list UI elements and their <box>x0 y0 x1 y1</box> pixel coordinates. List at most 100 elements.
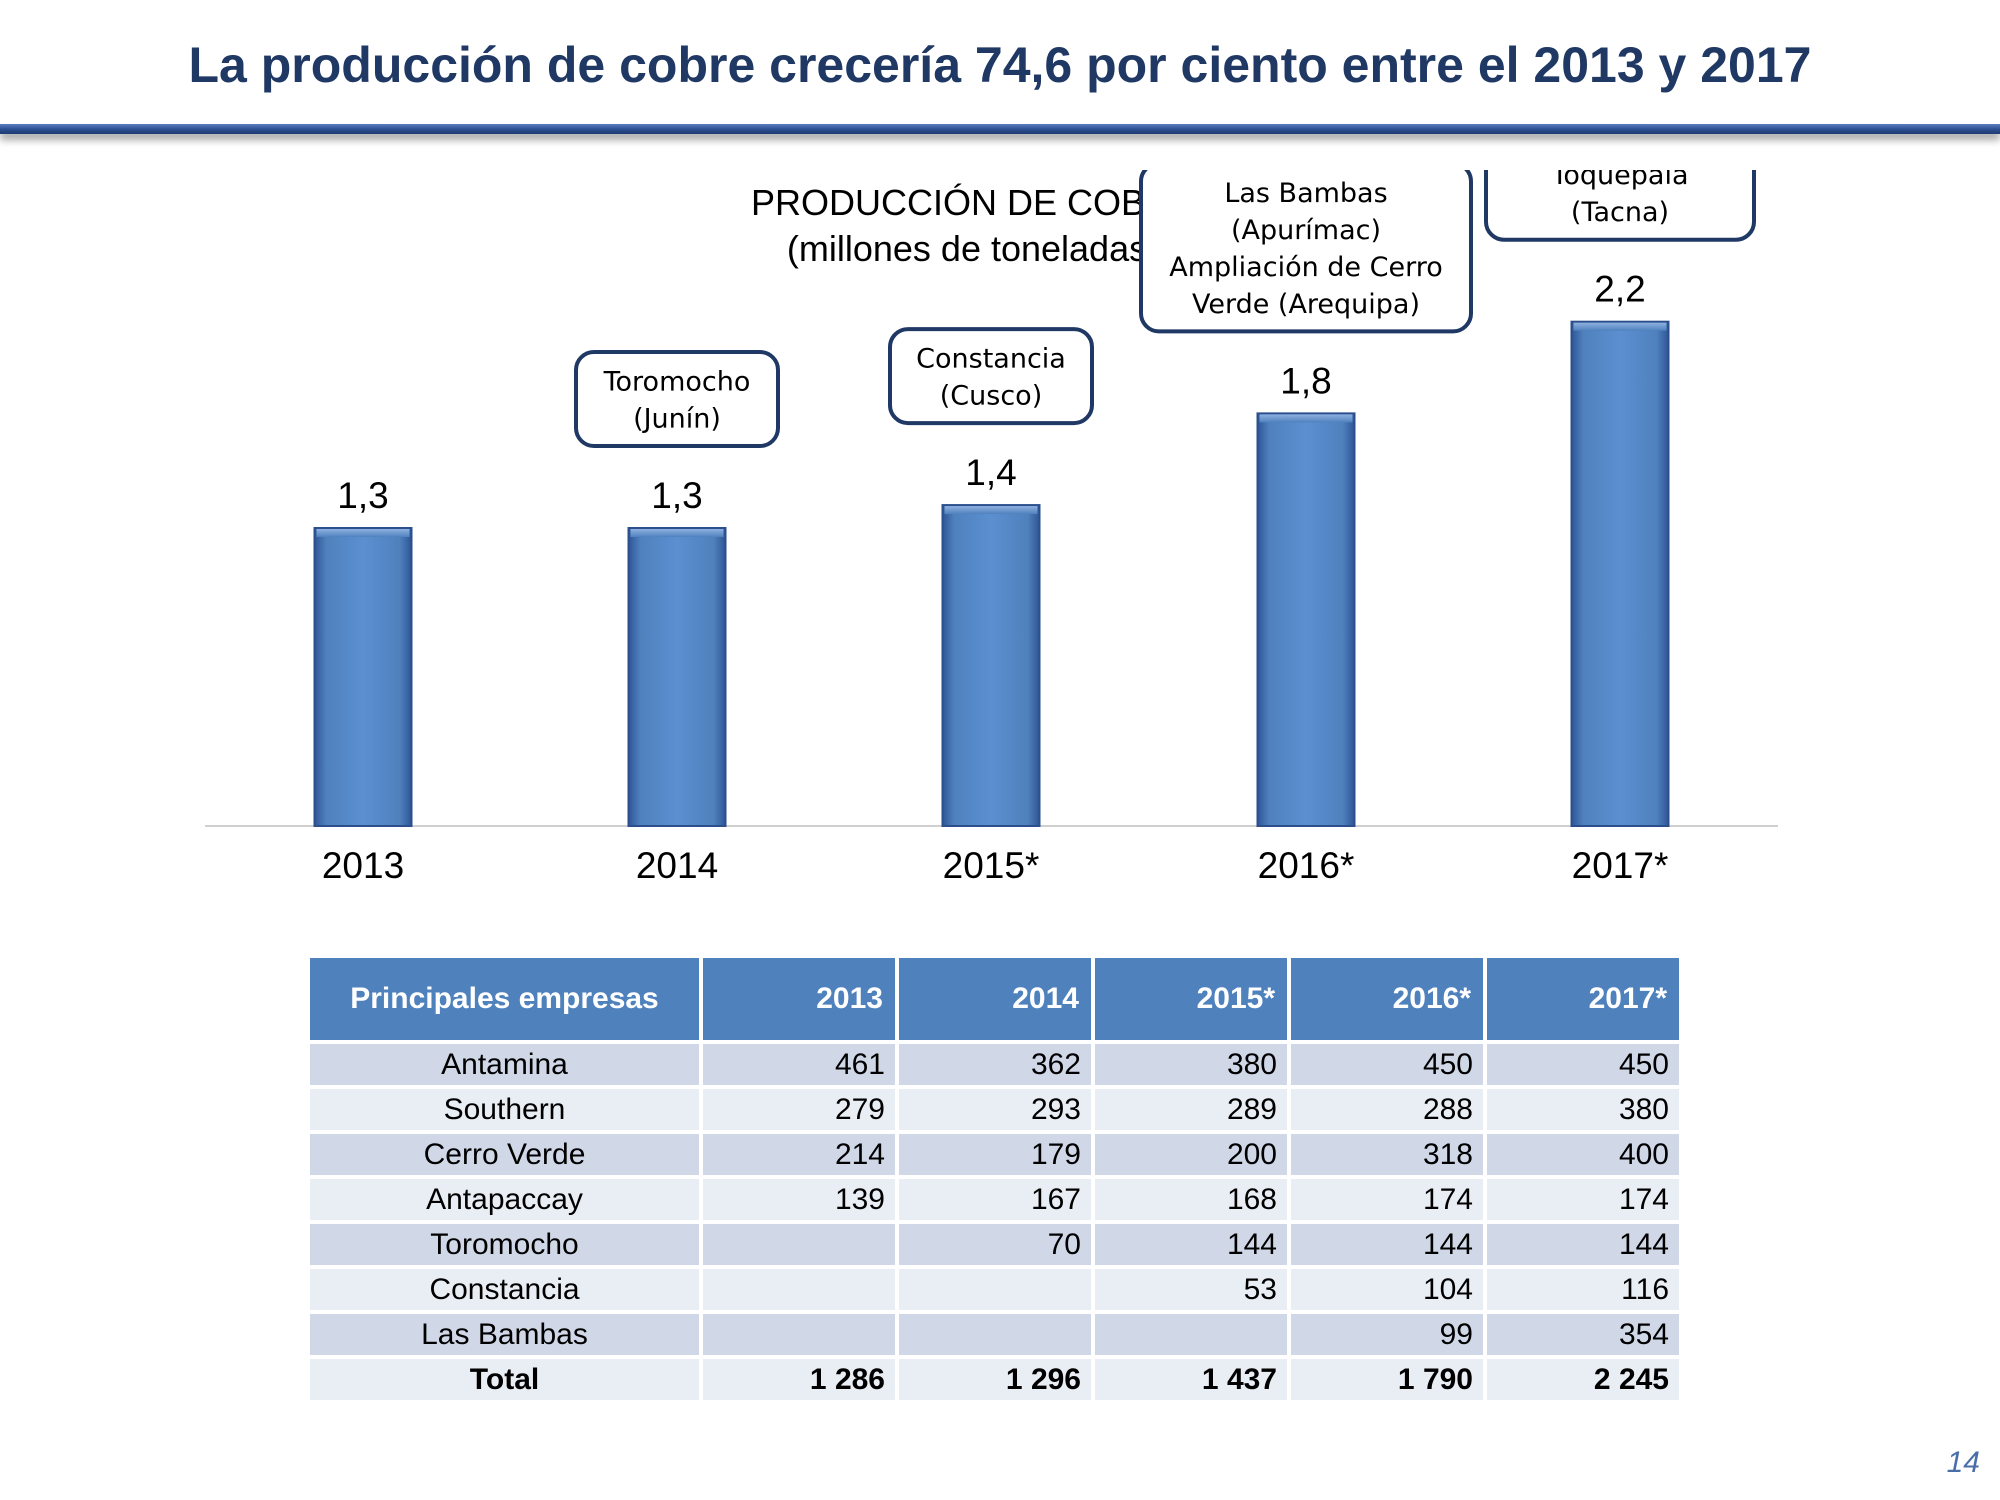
callout-text: Las Bambas <box>1224 178 1387 209</box>
bar-highlight <box>630 529 724 537</box>
callout-box <box>1139 170 1473 334</box>
value-cell <box>703 1314 895 1355</box>
value-cell: 318 <box>1291 1134 1483 1175</box>
bar-highlight <box>1573 322 1667 331</box>
value-cell <box>1095 1314 1287 1355</box>
company-cell: Total <box>310 1359 699 1400</box>
page-number: 14 <box>1946 1446 1980 1479</box>
callout-text: Ampliación de Cerro <box>1169 252 1442 283</box>
bar-highlight <box>944 506 1038 515</box>
value-cell: 104 <box>1291 1269 1483 1310</box>
value-cell <box>899 1269 1091 1310</box>
slide-title: La producción de cobre crecería 74,6 por… <box>188 37 1812 93</box>
callout-text: (Apurímac) <box>1231 215 1381 246</box>
callout-text: Toquepala <box>1550 170 1688 191</box>
value-cell: 168 <box>1095 1179 1287 1220</box>
header-company: Principales empresas <box>310 958 699 1040</box>
value-cell: 279 <box>703 1089 895 1130</box>
value-cell <box>703 1224 895 1265</box>
callout-text: (Junín) <box>633 404 721 435</box>
x-tick-label: 2016* <box>1258 845 1355 886</box>
company-cell: Las Bambas <box>310 1314 699 1355</box>
value-cell: 380 <box>1487 1089 1679 1130</box>
table-row: Las Bambas 99 354 <box>310 1314 1679 1355</box>
company-cell: Toromocho <box>310 1224 699 1265</box>
value-cell: 362 <box>899 1044 1091 1085</box>
value-cell: 450 <box>1291 1044 1483 1085</box>
value-cell: 1 790 <box>1291 1359 1483 1400</box>
value-cell: 289 <box>1095 1089 1287 1130</box>
value-cell: 167 <box>899 1179 1091 1220</box>
header-year: 2013 <box>703 958 895 1040</box>
value-cell: 70 <box>899 1224 1091 1265</box>
table-row: Antamina 461 362 380 450 450 <box>310 1044 1679 1085</box>
value-cell: 179 <box>899 1134 1091 1175</box>
bar-2014 <box>627 527 727 827</box>
table-header-row: Principales empresas 2013 2014 2015* 2016* 20… <box>310 958 1679 1040</box>
total-row: Total 1 286 1 296 1 437 1 790 2 245 <box>310 1359 1679 1400</box>
company-cell: Constancia <box>310 1269 699 1310</box>
callout-text: Constancia <box>916 344 1066 375</box>
header-year: 2016* <box>1291 958 1483 1040</box>
bar-2015 <box>941 504 1041 827</box>
value-cell: 53 <box>1095 1269 1287 1310</box>
value-cell: 144 <box>1291 1224 1483 1265</box>
x-tick-label: 2017* <box>1572 845 1669 886</box>
value-cell <box>703 1269 895 1310</box>
value-cell: 139 <box>703 1179 895 1220</box>
header-year: 2017* <box>1487 958 1679 1040</box>
chart-title: PRODUCCIÓN DE COBRE <box>751 182 1195 223</box>
table-row: Toromocho 70 144 144 144 <box>310 1224 1679 1265</box>
table-row: Constancia 53 104 116 <box>310 1269 1679 1310</box>
header-year: 2015* <box>1095 958 1287 1040</box>
companies-production-table: Principales empresas 2013 2014 2015* 2016* 20… <box>306 954 1683 1404</box>
company-cell: Antamina <box>310 1044 699 1085</box>
x-tick-label: 2013 <box>322 845 404 886</box>
value-cell: 380 <box>1095 1044 1287 1085</box>
value-cell: 354 <box>1487 1314 1679 1355</box>
table-row: Antapaccay 139 167 168 174 174 <box>310 1179 1679 1220</box>
value-cell: 1 437 <box>1095 1359 1287 1400</box>
value-cell: 461 <box>703 1044 895 1085</box>
callout-box <box>888 327 1094 426</box>
value-cell: 288 <box>1291 1089 1483 1130</box>
callout-text: Toromocho <box>603 367 751 398</box>
callout-text: Verde (Arequipa) <box>1192 289 1420 320</box>
value-label: 1,4 <box>965 452 1016 493</box>
table-row: Cerro Verde 214 179 200 318 400 <box>310 1134 1679 1175</box>
value-cell: 116 <box>1487 1269 1679 1310</box>
bar-highlight <box>316 529 410 537</box>
value-label: 2,2 <box>1594 269 1645 310</box>
value-cell: 293 <box>899 1089 1091 1130</box>
copper-production-chart: PRODUCCIÓN DE COBRE (millones de tonelada… <box>205 170 1778 886</box>
value-cell: 200 <box>1095 1134 1287 1175</box>
company-cell: Antapaccay <box>310 1179 699 1220</box>
value-cell: 174 <box>1487 1179 1679 1220</box>
value-cell: 1 286 <box>703 1359 895 1400</box>
callout-text: (Cusco) <box>940 381 1042 412</box>
x-tick-label: 2014 <box>636 845 718 886</box>
value-cell: 1 296 <box>899 1359 1091 1400</box>
table-row: Southern 279 293 289 288 380 <box>310 1089 1679 1130</box>
company-cell: Southern <box>310 1089 699 1130</box>
chart-subtitle: (millones de toneladas) <box>787 228 1159 269</box>
value-label: 1,3 <box>337 475 388 516</box>
value-cell: 144 <box>1487 1224 1679 1265</box>
value-cell: 214 <box>703 1134 895 1175</box>
bar-2017 <box>1570 320 1670 827</box>
value-label: 1,3 <box>651 475 702 516</box>
header-year: 2014 <box>899 958 1091 1040</box>
value-cell: 174 <box>1291 1179 1483 1220</box>
value-cell: 99 <box>1291 1314 1483 1355</box>
bar-2013 <box>313 527 413 827</box>
value-label: 1,8 <box>1280 360 1331 401</box>
header-divider <box>0 124 2000 134</box>
x-tick-label: 2015* <box>943 845 1040 886</box>
bar-2016 <box>1256 412 1356 827</box>
callout-text: (Tacna) <box>1571 197 1669 228</box>
value-cell: 2 245 <box>1487 1359 1679 1400</box>
value-cell <box>899 1314 1091 1355</box>
bar-highlight <box>1259 414 1353 423</box>
callout-box <box>1484 170 1756 242</box>
value-cell: 144 <box>1095 1224 1287 1265</box>
